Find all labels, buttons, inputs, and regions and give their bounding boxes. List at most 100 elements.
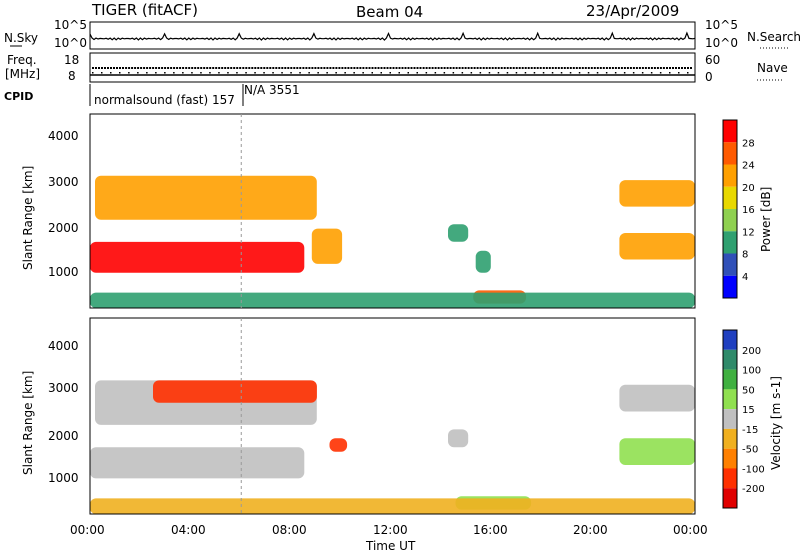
freq-dot xyxy=(128,72,130,74)
freq-dot xyxy=(230,67,233,69)
freq-dot xyxy=(530,67,533,69)
xtick-08: 08:00 xyxy=(272,523,307,537)
freq-dot xyxy=(227,72,229,74)
freq-dot xyxy=(317,72,319,74)
velocity-ytick-3000: 3000 xyxy=(48,381,79,395)
freq-dot xyxy=(644,67,647,69)
freq-dot xyxy=(119,72,121,74)
power-panel: 4000 3000 2000 1000 Slant Range [km] 282… xyxy=(21,113,773,309)
freq-dot xyxy=(641,67,644,69)
power-ytick-2000: 2000 xyxy=(48,221,79,235)
velocity-ytick-4000: 4000 xyxy=(48,339,79,353)
power-colorbar-swatch xyxy=(723,275,737,299)
freq-dot xyxy=(659,67,662,69)
freq-dot xyxy=(675,67,677,69)
freq-dot xyxy=(344,72,346,74)
freq-dot xyxy=(464,67,467,69)
freq-dot xyxy=(254,72,256,74)
freq-dot xyxy=(626,67,629,69)
freq-dot xyxy=(251,67,254,69)
freq-dot xyxy=(218,67,221,69)
freq-dot xyxy=(614,72,617,74)
freq-dot xyxy=(569,72,572,74)
freq-dot xyxy=(347,67,350,69)
freq-dot xyxy=(506,67,509,69)
freq-dot xyxy=(392,67,395,69)
freq-dot xyxy=(146,72,148,74)
freq-dot xyxy=(539,67,542,69)
freq-dot xyxy=(170,67,173,69)
freq-dot xyxy=(659,72,662,74)
xtick-20: 20:00 xyxy=(573,523,608,537)
freq-dot xyxy=(512,67,515,69)
freq-dot xyxy=(443,72,446,74)
freq-dot xyxy=(101,67,103,69)
freq-dot xyxy=(467,67,470,69)
freq-dot xyxy=(593,67,596,69)
freq-unit-label: [MHz] xyxy=(5,67,40,81)
noise-line xyxy=(89,31,696,41)
power-colorbar-tick: 8 xyxy=(742,250,748,261)
freq-dot xyxy=(176,67,179,69)
freq-dot xyxy=(389,67,392,69)
velocity-colorbar-swatch xyxy=(723,389,737,410)
freq-dot xyxy=(344,67,347,69)
velocity-colorbar-swatch xyxy=(723,448,737,469)
freq-dot xyxy=(473,67,476,69)
power-ylabel: Slant Range [km] xyxy=(21,166,35,270)
power-colorbar-swatch xyxy=(723,253,737,276)
freq-dot xyxy=(329,67,332,69)
freq-dot xyxy=(338,67,341,69)
freq-dot xyxy=(584,67,587,69)
freq-dot xyxy=(488,72,491,74)
velocity-colorbar-tick: -200 xyxy=(742,484,765,495)
noise-right-tick-low: 10^0 xyxy=(705,36,738,50)
region-evening-band xyxy=(619,438,695,465)
freq-dot xyxy=(566,67,569,69)
noise-left-tick-high: 10^5 xyxy=(54,18,87,32)
region-patch-10h xyxy=(329,438,348,452)
freq-dot xyxy=(638,67,641,69)
freq-dot xyxy=(407,72,409,74)
power-colorbar-swatch xyxy=(723,231,737,254)
freq-dot xyxy=(500,67,503,69)
power-ytick-1000: 1000 xyxy=(48,265,79,279)
freq-dot xyxy=(491,67,494,69)
freq-dot xyxy=(152,67,155,69)
power-colorbar-swatch xyxy=(723,186,737,210)
velocity-colorbar-tick: 50 xyxy=(742,385,755,396)
freq-dot xyxy=(602,67,605,69)
velocity-colorbar-tick: -100 xyxy=(742,464,765,475)
freq-dot xyxy=(608,67,611,69)
freq-dot xyxy=(218,72,220,74)
freq-dot xyxy=(666,67,668,69)
region-evening-upper xyxy=(619,180,695,207)
freq-dot xyxy=(437,67,440,69)
freq-dot xyxy=(233,67,236,69)
freq-dot xyxy=(620,67,623,69)
freq-dot xyxy=(95,67,97,69)
freq-dot xyxy=(413,67,416,69)
freq-label: Freq. xyxy=(7,53,37,67)
freq-dot xyxy=(146,67,149,69)
cpid-label: CPID xyxy=(4,90,33,103)
freq-dot xyxy=(272,72,274,74)
power-colorbar-tick: 4 xyxy=(742,272,748,283)
velocity-ytick-1000: 1000 xyxy=(48,471,79,485)
region-main-band xyxy=(90,447,305,479)
freq-dot xyxy=(524,72,527,74)
freq-dot xyxy=(662,67,665,69)
freq-dot xyxy=(518,67,521,69)
freq-dot xyxy=(687,72,689,74)
freq-dot xyxy=(245,67,248,69)
freq-dot xyxy=(434,67,437,69)
freq-dot xyxy=(287,67,290,69)
freq-dot xyxy=(371,72,373,74)
freq-dot xyxy=(191,67,194,69)
cpid-program-2: N/A 3551 xyxy=(244,83,300,97)
freq-dot xyxy=(149,67,152,69)
freq-dot xyxy=(284,67,287,69)
freq-dot xyxy=(542,72,545,74)
freq-dot xyxy=(443,67,446,69)
freq-dot xyxy=(521,67,524,69)
